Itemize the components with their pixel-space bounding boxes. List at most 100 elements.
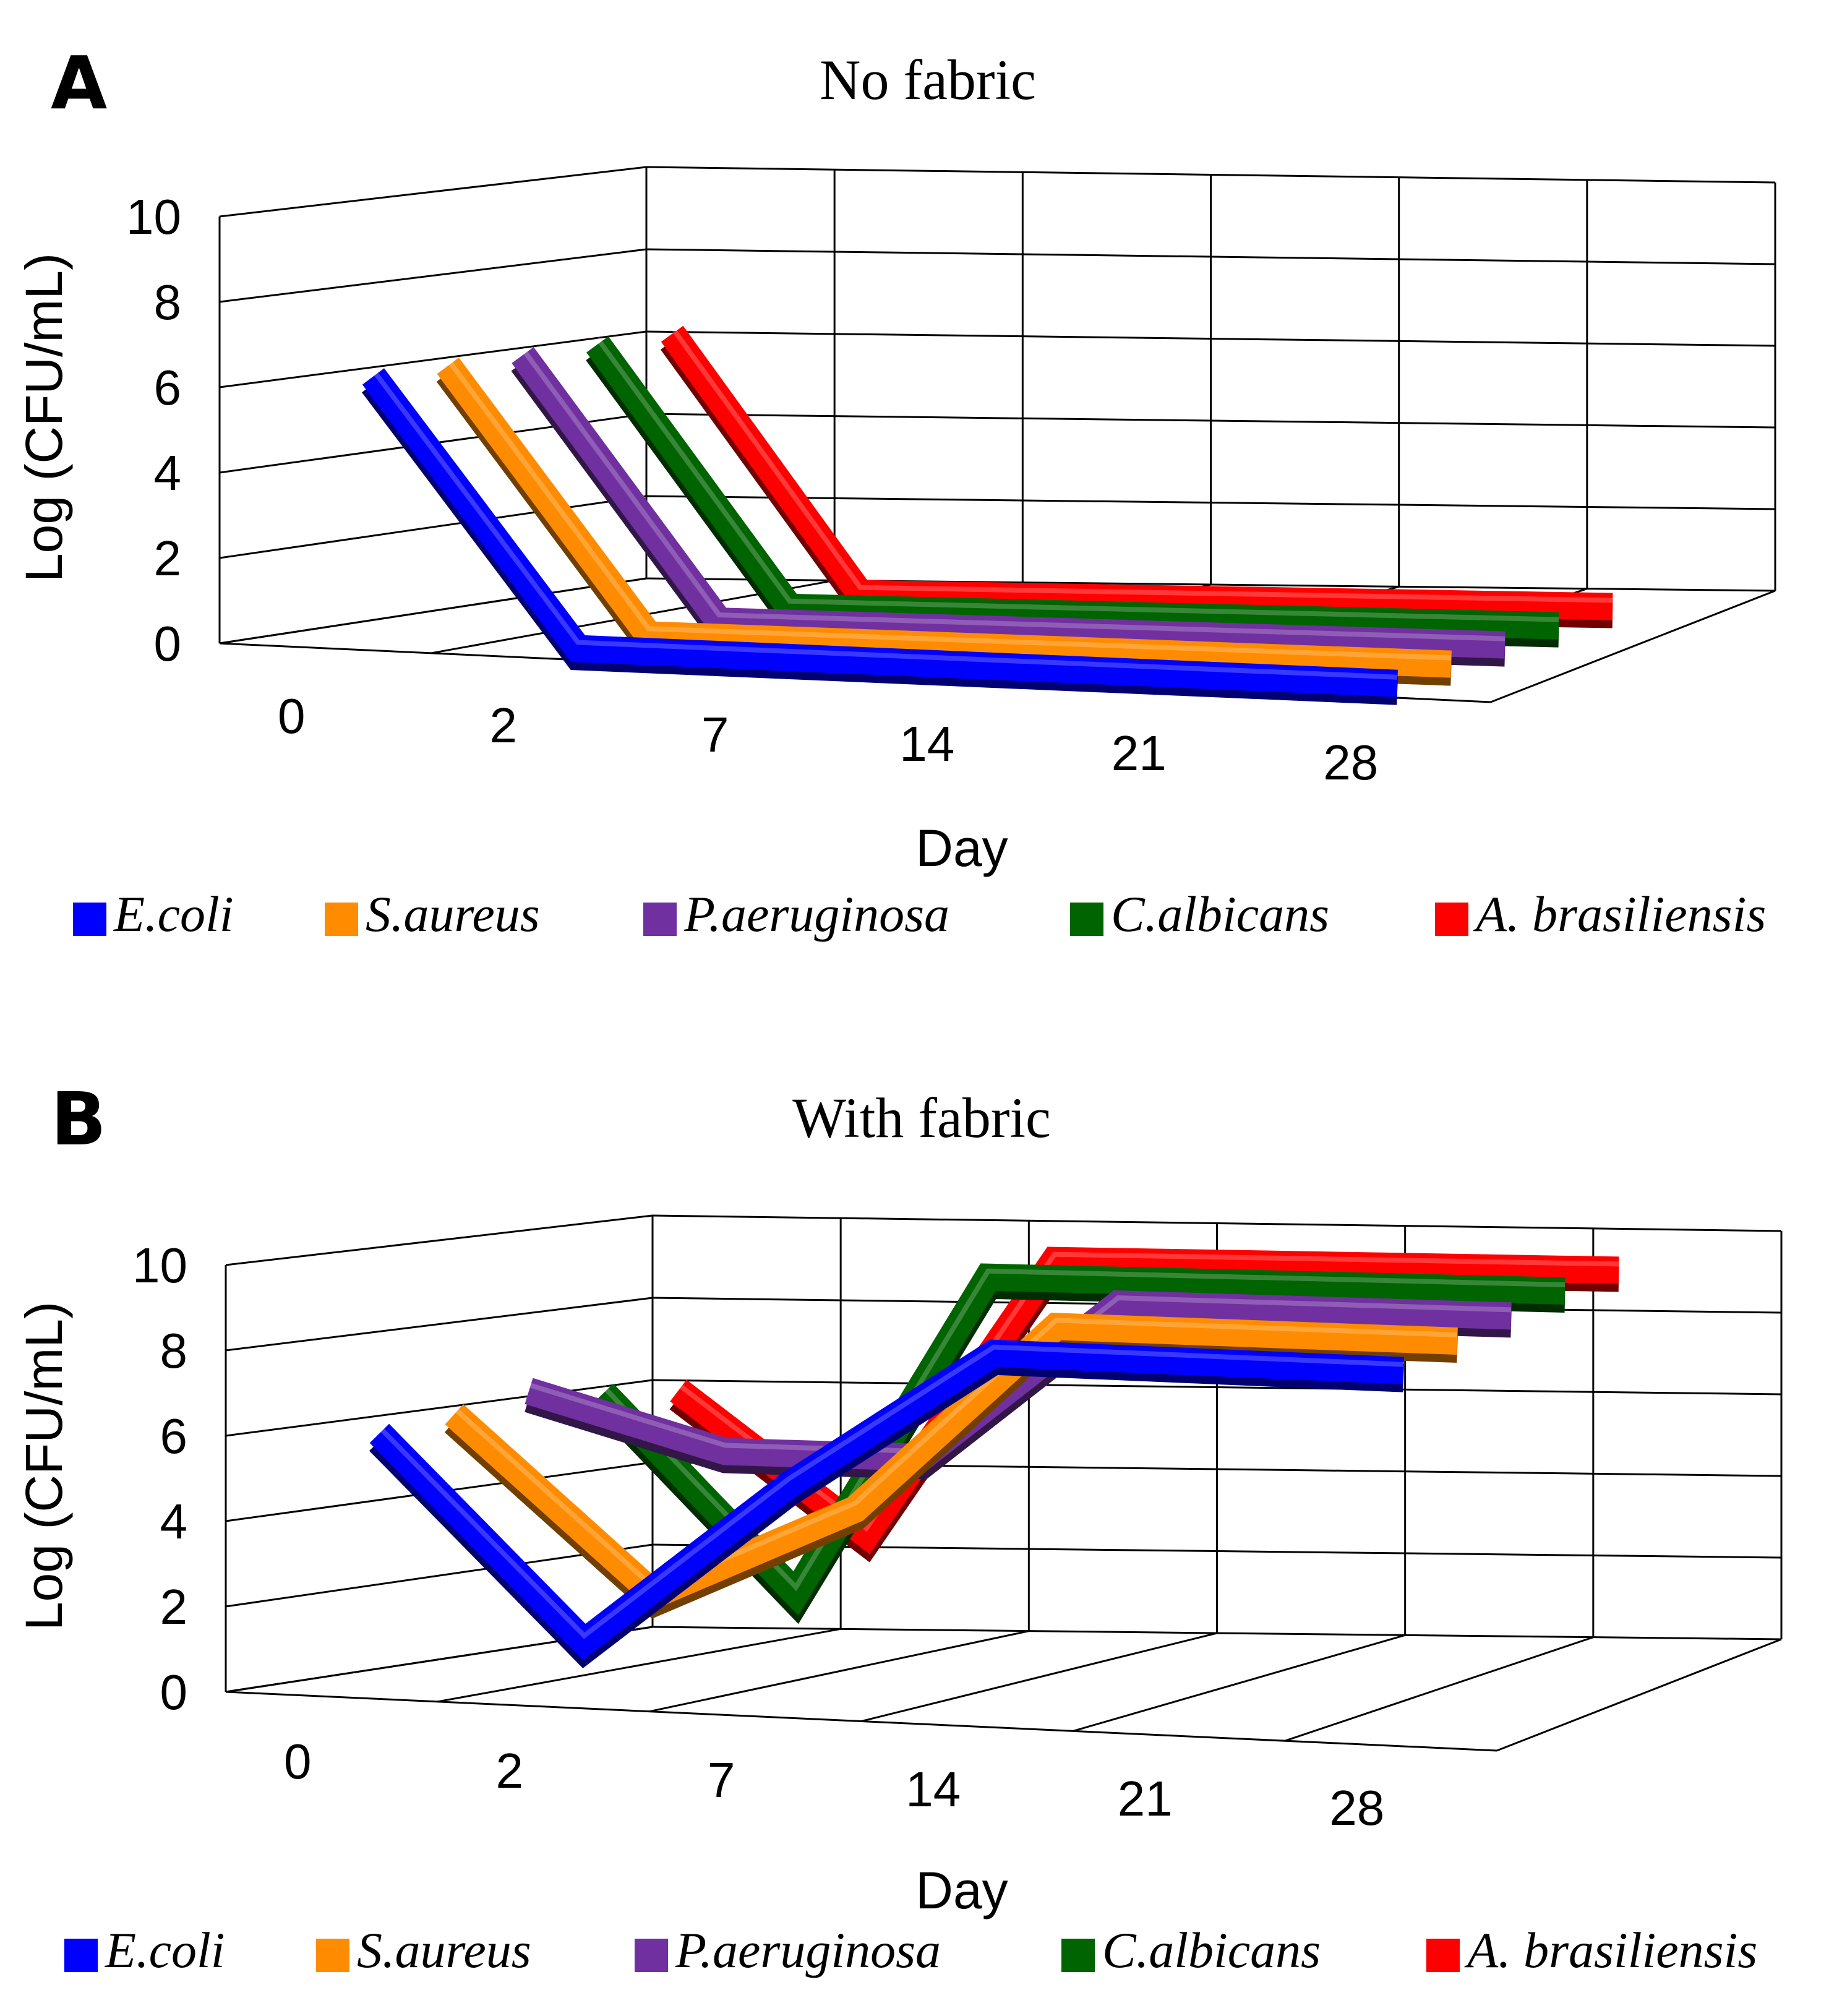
x-tick-label: 7 [708,1752,735,1808]
series-line-highlight [520,347,1506,641]
grid-line [219,166,647,218]
legend-swatch [325,903,358,936]
series-line [512,347,1506,659]
grid-line [219,330,647,388]
x-tick-label: 28 [1323,735,1378,790]
legend-item: A. brasiliensis [1435,886,1766,942]
x-tick-label: 0 [284,1734,312,1789]
series-line [445,1312,1458,1611]
y-tick-label: 8 [154,275,182,330]
legend-item: E.coli [64,1922,225,1978]
legend-swatch [1435,903,1468,936]
series-line-shadow [660,333,1613,628]
legend-label: P.aeruginosa [675,1922,941,1978]
grid-line [219,248,647,303]
grid-line [437,1628,841,1703]
series-line [586,336,1559,640]
legend-swatch [316,1939,349,1972]
grid-line [225,1379,653,1437]
legend-label: C.albicans [1111,886,1329,942]
series-line-highlight [445,358,1452,661]
legend-item: P.aeruginosa [643,886,949,942]
legend-label: A. brasiliensis [1464,1922,1757,1978]
series-lines [369,1246,1619,1668]
grid-line [861,1632,1217,1722]
y-tick-label: 4 [160,1494,188,1549]
legend-label: S.aureus [357,1922,531,1978]
x-tick-label: 2 [490,698,518,753]
y-tick-label: 2 [154,531,182,586]
x-tick-label: 21 [1118,1771,1173,1826]
panel-label: B [51,1076,106,1162]
legend-swatch [64,1939,98,1972]
chart-title: No fabric [820,48,1036,111]
x-tick-label: 0 [278,688,306,744]
grid-line [649,1630,1029,1713]
x-tick-labels: 0 2 7 14 21 28 [278,688,1378,790]
x-tick-labels: 0 2 7 14 21 28 [284,1734,1384,1835]
legend-swatch [635,1939,668,1972]
legend-swatch [1426,1939,1460,1972]
x-tick-label: 28 [1329,1780,1384,1835]
y-tick-labels: 0 2 4 6 8 10 [126,189,181,671]
legend-item: S.aureus [325,886,540,942]
legend-label: E.coli [105,1922,225,1978]
legend-label: A. brasiliensis [1473,886,1766,942]
series-line [362,368,1399,697]
legend-swatch [1070,903,1103,936]
panel-a-no-fabric: A No fabric 0 2 4 6 8 10 0 2 7 14 21 28 … [15,40,1776,942]
series-line-highlight [595,337,1559,622]
legend-swatch [643,903,677,936]
series-line [661,325,1613,620]
chart-title: With fabric [792,1086,1051,1149]
panel-label: A [51,40,107,126]
legend: E.coli S.aureus P.aeruginosa C.albicans … [73,886,1766,942]
panel-b-with-fabric: B With fabric 0 2 4 6 8 10 0 2 7 14 21 2… [15,1076,1783,1978]
legend-label: E.coli [113,886,234,942]
legend: E.coli S.aureus P.aeruginosa C.albicans … [64,1922,1757,1978]
legend-swatch [1061,1939,1095,1972]
series-lines [362,325,1613,705]
x-tick-label: 14 [899,716,954,771]
y-tick-label: 8 [160,1323,188,1378]
series-line [437,358,1452,678]
x-tick-label: 7 [701,707,729,762]
legend-swatch [73,903,106,936]
y-axis-title: Log (CFU/mL) [15,253,73,582]
x-tick-label: 14 [906,1762,961,1817]
legend-item: C.albicans [1061,1922,1321,1978]
legend-item: E.coli [73,886,234,942]
grid-line [219,577,647,645]
legend-label: S.aureus [366,886,540,942]
x-axis-title: Day [915,819,1008,877]
grid-line [225,1214,653,1266]
legend-item: P.aeruginosa [635,1922,941,1978]
grid-line [225,1691,1497,1752]
y-tick-label: 2 [160,1579,188,1634]
legend-item: S.aureus [316,1922,531,1978]
y-tick-label: 0 [154,616,182,671]
legend-label: C.albicans [1102,1922,1321,1978]
y-tick-labels: 0 2 4 6 8 10 [132,1238,187,1720]
legend-label: P.aeruginosa [683,886,949,942]
y-axis-title: Log (CFU/mL) [15,1302,73,1631]
grid-line [219,495,647,559]
y-tick-label: 4 [154,445,182,500]
x-tick-label: 21 [1112,726,1167,781]
x-axis-title: Day [915,1861,1008,1919]
y-tick-label: 6 [160,1409,188,1464]
series-line-highlight [452,1318,1458,1592]
y-tick-label: 6 [154,360,182,415]
series-line-highlight [371,369,1398,680]
series-line [369,1339,1405,1660]
grid-line [225,1297,653,1352]
y-tick-label: 0 [160,1665,188,1720]
grid-line [1073,1634,1406,1732]
grid-line [1496,1638,1782,1752]
series-line-highlight [670,326,1613,603]
grid-line [1490,590,1776,703]
y-tick-label: 10 [132,1238,187,1293]
legend-item: C.albicans [1070,886,1329,942]
grid-line [1285,1636,1594,1742]
series-line-highlight [377,1344,1404,1639]
